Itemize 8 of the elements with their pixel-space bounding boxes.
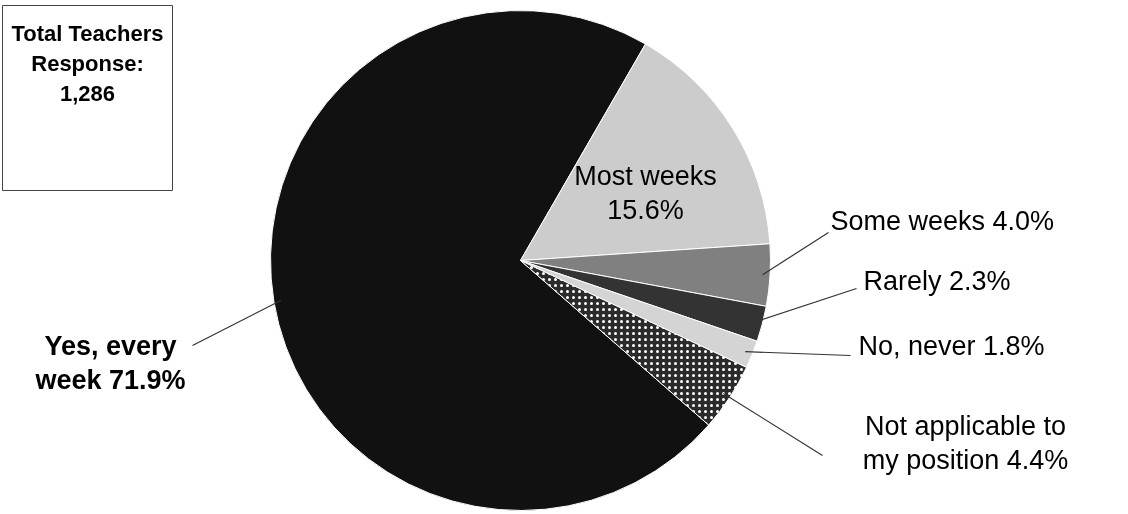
slice-label: Most weeks — [574, 160, 717, 191]
legend-label: Not applicable to my position 4.4% — [862, 410, 1069, 475]
slice-label: Rarely 2.3% — [863, 265, 1011, 296]
slice-label: Yes, every week 71.9% — [34, 330, 186, 395]
data-label: 15.6% — [607, 195, 684, 225]
slice-label: No, never 1.8% — [858, 330, 1045, 361]
text: Total Teachers Response: 1,286 — [11, 20, 164, 106]
slice-label: Some weeks 4.0% — [830, 205, 1055, 236]
